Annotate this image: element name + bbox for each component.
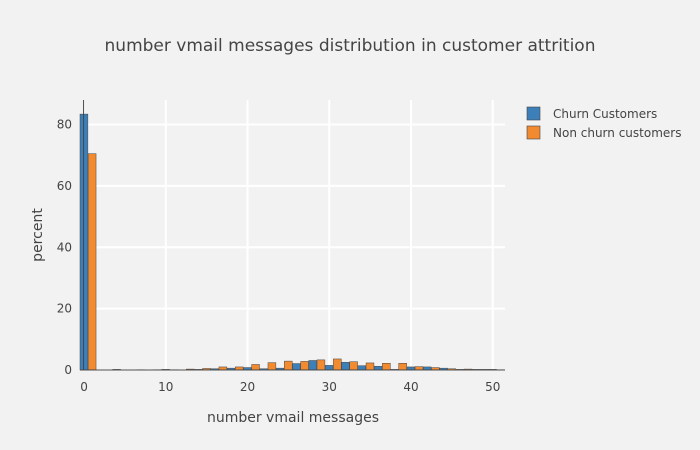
y-tick-label: 80	[57, 118, 72, 132]
y-tick-label: 0	[64, 363, 72, 377]
bar-churn[interactable]	[292, 363, 301, 371]
bar-non-churn[interactable]	[87, 153, 97, 371]
bar-non-churn[interactable]	[284, 360, 293, 371]
bar-non-churn[interactable]	[365, 362, 375, 371]
bar-churn[interactable]	[357, 365, 367, 371]
bar-non-churn[interactable]	[267, 362, 277, 371]
x-tick-label: 20	[240, 380, 255, 394]
x-tick-label: 0	[80, 380, 88, 394]
bar-non-churn[interactable]	[251, 364, 260, 371]
bar-non-churn[interactable]	[333, 358, 342, 371]
legend-label: Non churn customers	[553, 126, 681, 140]
legend-label: Churn Customers	[553, 107, 657, 121]
bar-non-churn[interactable]	[300, 361, 309, 371]
bar-non-churn[interactable]	[382, 363, 391, 371]
legend-item[interactable]: Churn Customers	[526, 106, 657, 121]
x-tick-label: 40	[403, 380, 418, 394]
bar-churn[interactable]	[373, 366, 383, 371]
chart-title: number vmail messages distribution in cu…	[105, 36, 596, 56]
x-axis-label: number vmail messages	[207, 410, 379, 426]
bar-non-churn[interactable]	[398, 363, 407, 371]
legend[interactable]: Churn Customers Non churn customers	[526, 106, 681, 140]
y-tick-label: 60	[57, 179, 72, 193]
bar-non-churn[interactable]	[349, 361, 358, 371]
legend-swatch	[526, 125, 541, 140]
x-tick-label: 30	[322, 380, 337, 394]
y-axis-label: percent	[30, 208, 46, 262]
y-tick-label: 40	[57, 240, 72, 254]
x-tick-label: 50	[485, 380, 500, 394]
legend-swatch	[526, 106, 541, 121]
bar-churn[interactable]	[324, 365, 334, 371]
legend-item[interactable]: Non churn customers	[526, 125, 681, 140]
x-tick-label: 10	[158, 380, 173, 394]
y-tick-label: 20	[57, 302, 72, 316]
axes: 0 10 20 30 40 50 0 20 40 60 80	[57, 100, 505, 394]
bar-non-churn[interactable]	[316, 359, 326, 371]
bar-churn[interactable]	[341, 362, 350, 371]
bar-churn[interactable]	[308, 360, 317, 371]
